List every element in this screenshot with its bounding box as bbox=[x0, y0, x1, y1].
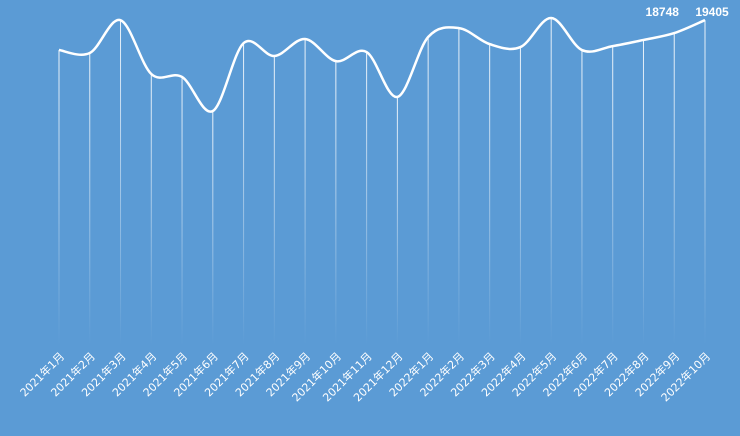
data-label: 18748 bbox=[646, 5, 680, 19]
line bbox=[58, 16, 706, 113]
data-label: 19405 bbox=[695, 5, 729, 19]
